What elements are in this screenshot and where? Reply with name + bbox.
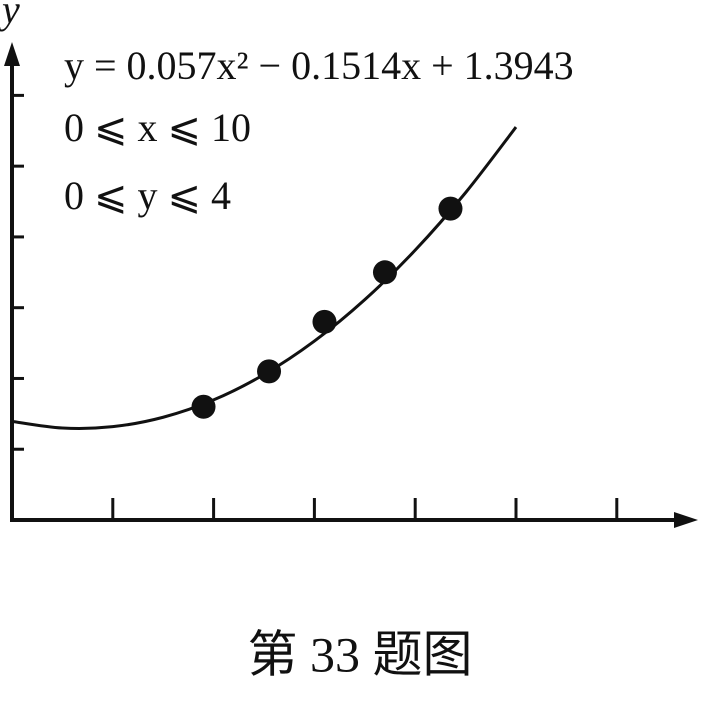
data-point (312, 309, 337, 334)
equation: y = 0.057x² − 0.1514x + 1.3943 (64, 43, 574, 88)
y-arrow (4, 42, 20, 66)
x-arrow (674, 512, 698, 528)
x-range: 0 ⩽ x ⩽ 10 (64, 105, 251, 150)
data-point (438, 196, 463, 221)
data-point (257, 359, 282, 384)
y-axis-label: y (0, 0, 20, 32)
y-range: 0 ⩽ y ⩽ 4 (64, 173, 231, 218)
data-point (372, 260, 397, 285)
caption: 第 33 题图 (248, 626, 473, 682)
data-point (191, 394, 216, 419)
